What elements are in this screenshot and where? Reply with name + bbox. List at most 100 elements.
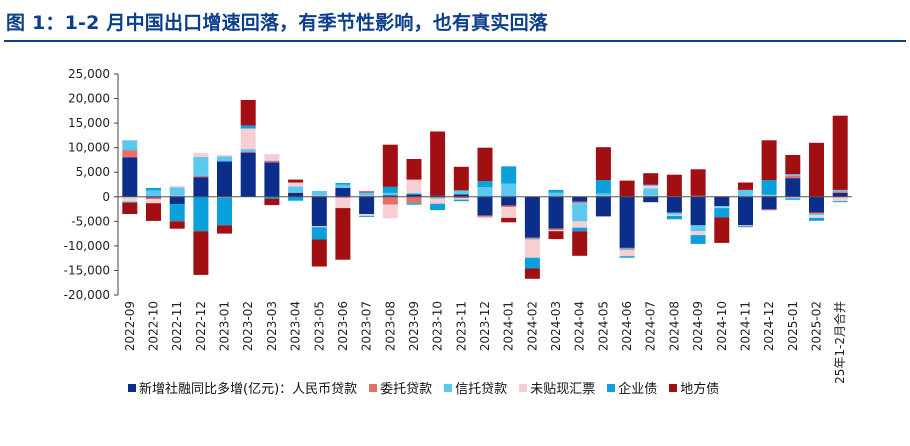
bar-segment bbox=[524, 239, 540, 258]
bar-segment bbox=[335, 183, 351, 185]
bar-segment bbox=[643, 185, 659, 189]
x-tick-label: 2023-07 bbox=[360, 301, 374, 351]
bar-segment bbox=[335, 197, 351, 209]
bar-segment bbox=[572, 227, 588, 232]
bar-segment bbox=[761, 196, 777, 210]
bar-segment bbox=[643, 188, 659, 196]
bar-segment bbox=[169, 186, 185, 188]
legend-swatch bbox=[607, 383, 616, 392]
bar-segment bbox=[761, 209, 777, 211]
bar-segment bbox=[406, 192, 422, 195]
bar-segment bbox=[288, 186, 304, 193]
bar-segment bbox=[548, 189, 564, 193]
bar-segment bbox=[619, 180, 635, 197]
x-tick-label: 2022-09 bbox=[123, 301, 137, 351]
bar-segment bbox=[264, 154, 280, 161]
y-tick-label: 5,000 bbox=[76, 165, 110, 179]
bar-segment bbox=[430, 195, 446, 197]
bar-segment bbox=[738, 226, 753, 228]
bar-segment bbox=[217, 155, 232, 157]
chart-title: 图 1：1-2 月中国出口增速回落，有季节性影响，也有真实回落 bbox=[6, 12, 548, 34]
bar-segment bbox=[453, 166, 469, 191]
bar-segment bbox=[619, 196, 635, 248]
bar-segment bbox=[643, 184, 659, 186]
bar-segment bbox=[501, 217, 517, 223]
bar-segment bbox=[595, 216, 611, 217]
y-tick-label: -5,000 bbox=[71, 214, 110, 228]
bar-segment bbox=[264, 160, 280, 163]
bar-segment bbox=[643, 196, 659, 203]
x-tick-label: 2023-05 bbox=[312, 301, 326, 351]
bar-segment bbox=[477, 216, 493, 219]
bar-segment bbox=[595, 147, 611, 181]
bar-segment bbox=[714, 207, 730, 209]
legend-swatch bbox=[369, 383, 378, 392]
legend-item: 企业债 bbox=[607, 378, 657, 397]
x-tick-label: 2024-10 bbox=[715, 301, 729, 351]
x-tick-label: 2023-12 bbox=[478, 301, 492, 351]
bar-segment bbox=[430, 198, 446, 204]
bar-segment bbox=[809, 217, 824, 221]
bar-segment bbox=[714, 206, 730, 208]
bar-segment bbox=[572, 196, 588, 202]
bar-segment bbox=[785, 196, 801, 199]
x-tick-label: 2023-08 bbox=[383, 301, 397, 351]
bar-segment bbox=[548, 231, 564, 240]
bar-segment bbox=[785, 155, 801, 175]
bar-segment bbox=[217, 196, 232, 198]
bar-segment bbox=[335, 208, 351, 260]
y-tick-label: -20,000 bbox=[64, 288, 110, 302]
bar-segment bbox=[240, 152, 256, 197]
bar-segment bbox=[240, 151, 256, 153]
bar-segment bbox=[690, 235, 706, 244]
bar-segment bbox=[146, 190, 161, 197]
bar-segment bbox=[785, 175, 801, 179]
bar-segment bbox=[477, 181, 493, 187]
bar-segment bbox=[809, 214, 824, 218]
bar-segment bbox=[382, 195, 398, 197]
y-tick-label: 0 bbox=[102, 190, 110, 204]
bar-segment bbox=[666, 174, 682, 197]
bar-segment bbox=[548, 196, 564, 229]
bar-segment bbox=[382, 187, 398, 193]
legend-item: 新增社融同比多增(亿元)：人民币贷款 bbox=[128, 378, 357, 397]
x-tick-label: 2022-11 bbox=[170, 301, 184, 351]
bar-segment bbox=[524, 237, 540, 239]
bar-segment bbox=[809, 142, 824, 197]
y-tick-label: 15,000 bbox=[68, 116, 110, 130]
bar-segment bbox=[619, 250, 635, 257]
bar-segment bbox=[832, 191, 848, 193]
x-tick-label: 2024-09 bbox=[691, 301, 705, 351]
legend-label: 地方债 bbox=[680, 382, 720, 397]
x-tick-label: 2023-09 bbox=[407, 301, 421, 351]
x-tick-label: 2024-07 bbox=[644, 301, 658, 351]
bar-segment bbox=[217, 225, 232, 234]
bar-segment bbox=[832, 115, 848, 190]
x-tick-label: 2024-02 bbox=[525, 301, 539, 351]
bar-segment bbox=[335, 196, 351, 198]
bar-segment bbox=[264, 162, 280, 197]
bar-segment bbox=[430, 203, 446, 211]
bar-segment bbox=[335, 187, 351, 197]
bar-segment bbox=[406, 203, 422, 205]
bar-segment bbox=[122, 201, 138, 203]
bar-segment bbox=[311, 226, 327, 228]
bar-segment bbox=[359, 192, 375, 196]
bar-segment bbox=[548, 192, 564, 197]
bar-segment bbox=[477, 215, 493, 217]
x-tick-label: 2025-02 bbox=[809, 301, 823, 351]
bar-segment bbox=[217, 161, 232, 197]
legend-item: 委托贷款 bbox=[369, 378, 432, 397]
legend-swatch bbox=[669, 383, 678, 392]
bar-segment bbox=[193, 175, 209, 178]
bar-segment bbox=[382, 192, 398, 196]
bar-segment bbox=[595, 180, 611, 194]
bar-segment bbox=[524, 268, 540, 279]
bar-segment bbox=[264, 196, 280, 199]
bar-segment bbox=[430, 196, 446, 198]
bar-segment bbox=[832, 201, 848, 203]
bar-segment bbox=[832, 192, 848, 197]
bar-segment bbox=[122, 202, 138, 214]
bar-segment bbox=[477, 196, 493, 216]
